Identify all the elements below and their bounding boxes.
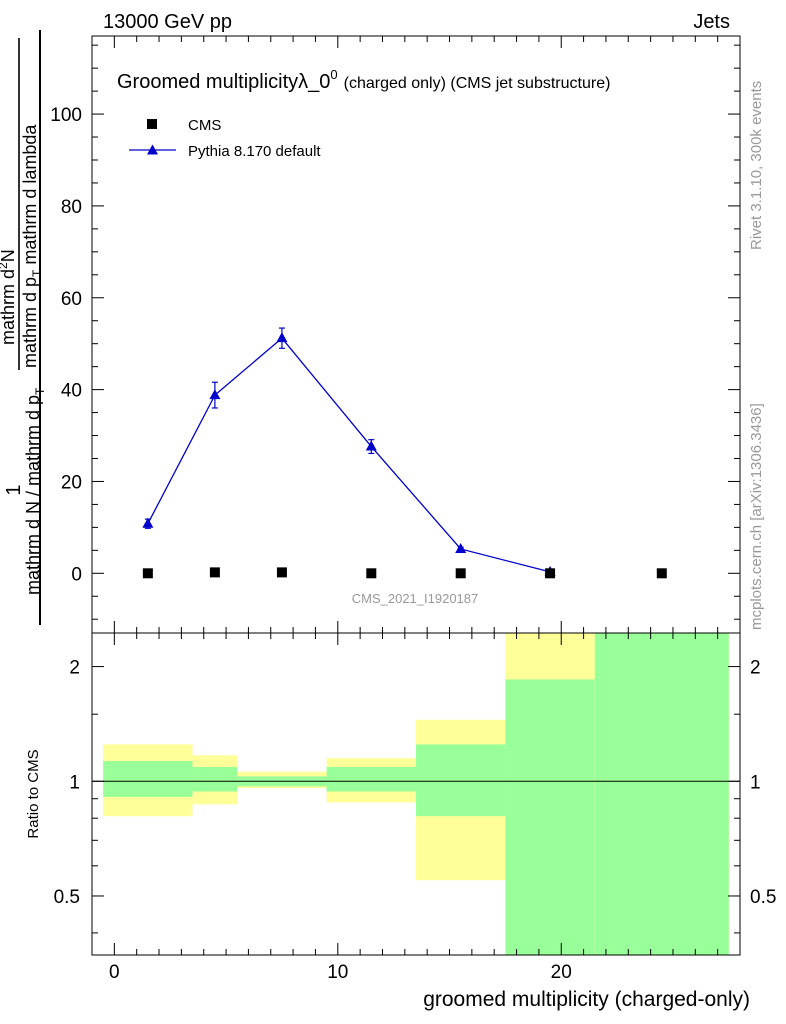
x-tick-label-2: 20 (551, 962, 572, 983)
y-tick-label-3: 60 (61, 289, 82, 310)
ratio-band-green-1 (192, 767, 238, 792)
ratio-band-green-4 (416, 744, 506, 817)
y-tick-label-5: 100 (50, 105, 82, 126)
plot-title-main: Groomed multiplicityλ_0 (117, 71, 330, 93)
cms-point-6 (656, 568, 667, 579)
plot-title-rest: (charged only) (CMS jet substructure) (344, 75, 611, 92)
x-tick-label-1: 10 (327, 962, 348, 983)
analysis-id-label: CMS_2021_I1920187 (352, 591, 479, 606)
ratio-band-green-5 (505, 679, 595, 955)
y-tick-label-2: 40 (61, 381, 82, 402)
y-tick-label-0: 0 (71, 564, 82, 585)
y-tick-label-1: 20 (61, 472, 82, 493)
y-label-outer-denominator-text: mathrm d N / mathrm d p (23, 395, 43, 595)
ratio-bands (103, 633, 729, 955)
ratio-tick-label-right-2: 2 (750, 658, 761, 679)
cms-point-4 (455, 568, 466, 579)
ratio-band-green-6 (594, 633, 729, 955)
y-label-inner-numerator-end: N (0, 249, 18, 262)
legend: CMS Pythia 8.170 default (129, 117, 321, 160)
cms-point-0 (142, 568, 153, 579)
ratio-band-green-0 (103, 761, 193, 797)
y-label-inner-denominator-end: mathrm d lambda (20, 124, 40, 270)
ratio-tick-label-right-1: 1 (750, 772, 761, 793)
cms-series (142, 567, 667, 579)
ratio-tick-label-left-0: 0.5 (54, 887, 80, 908)
plot-title-superscript: 0 (330, 67, 337, 82)
mcplots-label: mcplots.cern.ch [arXiv:1306.3436] (748, 403, 765, 630)
cms-point-3 (366, 568, 377, 579)
pythia-point-3 (365, 440, 377, 451)
y-label-outer-denominator: mathrm d N / mathrm d pT (23, 387, 47, 595)
ratio-plot-frame (91, 632, 741, 956)
y-label-outer-denominator-sub: T (33, 387, 47, 395)
ratio-tick-label-left-2: 2 (69, 658, 80, 679)
plot-title: Groomed multiplicityλ_00 (charged only) (… (117, 67, 610, 93)
y-axis-label: 1 mathrm d N / mathrm d pT mathrm d2N ma… (0, 30, 47, 625)
x-axis-label: groomed multiplicity (charged-only) (423, 988, 750, 1011)
legend-cms-label: CMS (188, 117, 221, 134)
y-label-outer-numerator: 1 (3, 484, 25, 495)
header-energy-label: 13000 GeV pp (103, 11, 232, 33)
cms-point-2 (276, 567, 287, 578)
pythia-point-1 (209, 389, 221, 400)
y-label-inner-denominator: mathrm d pT mathrm d lambda (20, 124, 44, 368)
legend-pythia-marker (147, 144, 158, 155)
legend-pythia-label: Pythia 8.170 default (188, 143, 321, 160)
ratio-band-green-3 (326, 767, 416, 792)
ratio-y-axis-label: Ratio to CMS (25, 749, 42, 838)
pythia-point-0 (142, 517, 154, 528)
y-label-inner-denominator-text: mathrm d p (20, 277, 40, 368)
pythia-point-4 (455, 542, 467, 553)
pythia-series (142, 327, 556, 576)
x-tick-label-0: 0 (109, 962, 120, 983)
legend-cms-marker (147, 119, 157, 129)
y-tick-label-4: 80 (61, 197, 82, 218)
axis-ticks: 0 10 20 0 20 40 60 80 100 0.5 0.5 1 1 2 2 (50, 36, 776, 983)
y-label-inner-denominator-sub: T (30, 269, 44, 277)
pythia-point-2 (276, 332, 288, 343)
y-label-inner-numerator: mathrm d2N (0, 249, 18, 345)
cms-point-5 (545, 568, 556, 579)
ratio-tick-label-left-1: 1 (69, 772, 80, 793)
ratio-tick-label-right-0: 0.5 (750, 887, 776, 908)
pythia-line (147, 337, 551, 573)
y-label-inner-numerator-text: mathrm d (0, 269, 18, 345)
header-process-label: Jets (693, 11, 730, 33)
cms-point-1 (209, 567, 220, 578)
rivet-version-label: Rivet 3.1.10, 300k events (748, 81, 765, 250)
y-label-inner-numerator-sup: 2 (0, 262, 10, 269)
